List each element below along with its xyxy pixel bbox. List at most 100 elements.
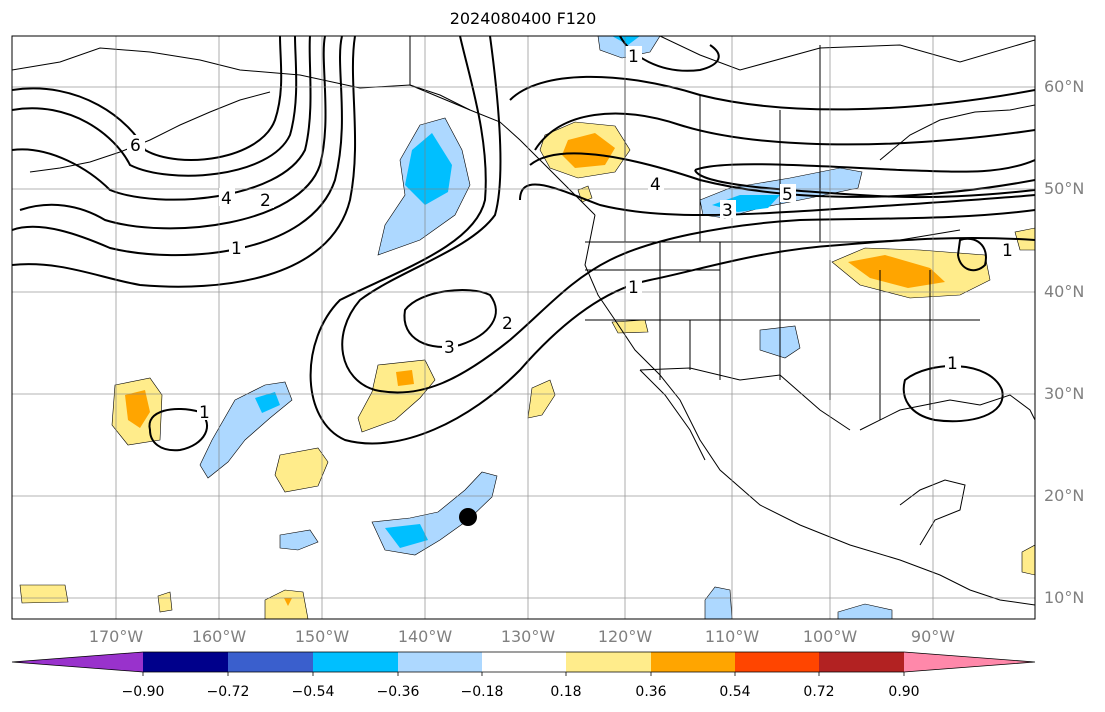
colorbar-swatch-5: [482, 652, 566, 672]
shade-cyan-gulf-alaska: [405, 133, 452, 205]
lon-label-170w: 170°W: [88, 627, 144, 646]
contour-label-group: 6 4 2 1 1 3 2 1 4 3 5 1 1 1: [127, 46, 1016, 423]
contour-label-alaska-6: 6: [130, 136, 141, 156]
coastline-baja: [639, 369, 706, 461]
contour-label-alaska-2: 2: [260, 191, 271, 211]
shade-blue-marker-area: [371, 471, 498, 556]
shade-orange-bc: [562, 133, 615, 168]
contour-alaska-3: [19, 36, 327, 230]
colorbar-swatch-3: [313, 652, 398, 672]
colorbar-tick-label: 0.36: [635, 684, 667, 700]
colorbar-swatch-7: [651, 652, 735, 672]
contour-label-alaska-4: 4: [221, 189, 232, 209]
contour-label-gulf-1: 1: [947, 354, 958, 374]
shade-yellow-south-center: [264, 589, 309, 619]
contour-label-alaska-1: 1: [231, 239, 242, 259]
shade-cyan-marker-area: [385, 524, 428, 548]
map-frame: [11, 35, 1036, 620]
colorbar-swatch-2: [228, 652, 313, 672]
lon-label-140w: 140°W: [397, 627, 453, 646]
lon-label-150w: 150°W: [294, 627, 350, 646]
colorbar-tick-label: −0.54: [291, 684, 335, 700]
contour-west-1: [148, 408, 209, 452]
lon-label-90w: 90°W: [910, 627, 956, 646]
contour-label-canada-4: 4: [650, 175, 661, 195]
boundary-us-mexico: [639, 367, 851, 431]
lat-label-60n: 60°N: [1044, 77, 1085, 96]
boundary-alaska-canada: [409, 36, 471, 111]
contour-canada-inner: [694, 159, 1035, 199]
colorbar-tick-label: 0.90: [888, 684, 920, 700]
contour-alaska-1: [12, 36, 357, 288]
map-title: 2024080400 F120: [449, 9, 597, 28]
colorbar-swatch-4: [398, 652, 482, 672]
shade-orange-midwest: [848, 255, 945, 288]
colorbar-swatch-8: [735, 652, 819, 672]
contour-label-canada-3: 3: [722, 201, 733, 221]
coastline-hudson: [879, 104, 1035, 161]
gridlines: [12, 36, 1035, 619]
shaded-anomalies: [19, 36, 1035, 619]
shade-cyan-top: [612, 36, 640, 45]
shade-yellow-pacific-east: [527, 379, 556, 419]
contour-canada-5: [529, 152, 1035, 198]
lon-label-110w: 110°W: [704, 627, 760, 646]
colorbar: [11, 651, 1036, 676]
coastline-yucatan: [899, 479, 966, 546]
lat-label-50n: 50°N: [1044, 179, 1085, 198]
lon-label-100w: 100°W: [802, 627, 858, 646]
lon-label-160w: 160°W: [191, 627, 247, 646]
contour-alaska-5: [12, 36, 298, 177]
contour-label-east-1: 1: [1002, 241, 1013, 261]
coastline-gulf-mexico: [859, 394, 1035, 431]
lat-label-10n: 10°N: [1044, 588, 1085, 607]
colorbar-swatch-6: [566, 652, 651, 672]
contour-alaska-2: [12, 36, 343, 257]
contour-pacific-3: [403, 289, 497, 348]
contour-label-pacific-1: 1: [628, 278, 639, 298]
colorbar-extend-right: [904, 652, 1035, 672]
shade-blue-south-small: [279, 529, 319, 551]
contour-label-pacific-3: 3: [444, 338, 455, 358]
coastline-aleutians: [29, 91, 271, 173]
shade-yellow-nevada: [611, 319, 649, 334]
contour-label-west-1: 1: [199, 403, 210, 423]
coastline-west-us: [584, 214, 1035, 606]
contour-east-1: [956, 237, 987, 272]
colorbar-tick-label: 0.18: [550, 684, 582, 700]
coastline-north-top: [659, 36, 1035, 71]
contour-pacific-2: [341, 36, 1035, 394]
lat-label-30n: 30°N: [1044, 384, 1085, 403]
shade-orange-pacific-center: [396, 370, 414, 386]
colorbar-tick-label: 0.54: [719, 684, 751, 700]
shade-yellow-hawaii: [274, 447, 329, 493]
shade-yellow-south-mid: [157, 591, 173, 613]
lon-label-130w: 130°W: [500, 627, 556, 646]
shade-yellow-pacific-center: [357, 359, 436, 433]
shade-yellow-gulf-east: [1021, 544, 1035, 576]
colorbar-swatch-1: [143, 652, 228, 672]
colorbar-tick-label: −0.18: [460, 684, 504, 700]
colorbar-tick-label: −0.72: [206, 684, 250, 700]
shade-cyan-hawaii-north: [255, 392, 280, 413]
contour-label-canada-5: 5: [782, 185, 793, 205]
contour-pacific-1-big: [309, 36, 1035, 445]
contour-label-top-1: 1: [628, 47, 639, 67]
colorbar-extend-left: [12, 652, 143, 672]
contour-alaska-4: [12, 36, 312, 201]
shade-orange-south-center: [284, 598, 292, 606]
lat-label-20n: 20°N: [1044, 486, 1085, 505]
location-marker: [459, 508, 477, 526]
contour-alaska-6: [12, 36, 283, 161]
colorbar-swatch-9: [819, 652, 904, 672]
shade-blue-south-east: [704, 586, 733, 619]
colorbar-tick-label: −0.36: [376, 684, 420, 700]
shade-orange-west: [125, 390, 150, 428]
colorbar-tick-label: 0.72: [803, 684, 835, 700]
shade-yellow-south-west: [19, 584, 69, 604]
contour-lines: [12, 36, 1035, 452]
contour-label-pacific-2: 2: [502, 314, 513, 334]
shade-blue-south-far: [837, 603, 893, 619]
contour-canada-3: [534, 112, 1035, 151]
